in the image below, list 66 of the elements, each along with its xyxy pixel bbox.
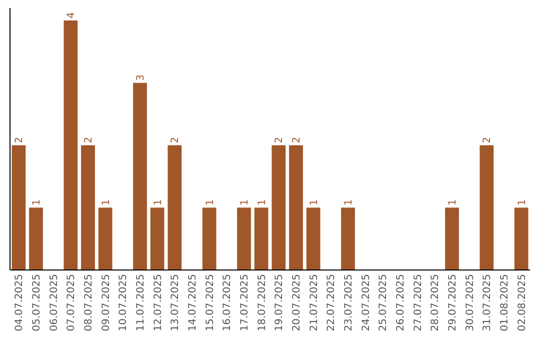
bar <box>29 208 43 270</box>
x-tick-label: 22.07.2025 <box>326 274 338 332</box>
x-tick-label: 12.07.2025 <box>152 274 164 332</box>
x-tick-label: 29.07.2025 <box>448 274 458 332</box>
data-label: 1 <box>448 199 458 206</box>
data-label: 1 <box>152 199 164 206</box>
x-tick-label: 17.07.2025 <box>240 274 250 332</box>
bar <box>98 208 112 270</box>
data-label: 1 <box>100 199 112 206</box>
x-tick-label: 23.07.2025 <box>344 274 354 332</box>
bar <box>306 208 320 270</box>
data-label: 2 <box>292 136 302 144</box>
data-label: 1 <box>516 199 528 206</box>
x-tick-label: 25.07.2025 <box>378 274 390 332</box>
data-label: 2 <box>482 136 494 144</box>
x-tick-label: 01.08.2025 <box>500 274 510 332</box>
x-tick-label: 07.07.2025 <box>66 274 78 332</box>
x-tick-label: 18.07.2025 <box>256 274 268 332</box>
x-tick-label: 16.07.2025 <box>222 274 234 332</box>
x-tick-label: 27.07.2025 <box>412 274 424 332</box>
x-tick-label: 04.07.2025 <box>14 274 26 332</box>
bar <box>168 145 182 270</box>
data-label: 1 <box>308 199 320 206</box>
data-label: 2 <box>274 136 286 144</box>
data-label: 2 <box>14 136 26 144</box>
data-label: 1 <box>240 199 250 206</box>
x-tick-label: 19.07.2025 <box>274 274 286 332</box>
data-label: 1 <box>344 199 354 206</box>
data-label: 1 <box>256 199 268 206</box>
bar <box>254 208 268 270</box>
x-tick-label: 10.07.2025 <box>118 274 130 332</box>
x-tick-label: 21.07.2025 <box>308 274 320 332</box>
bar <box>272 145 286 270</box>
x-tick-label: 30.07.2025 <box>464 274 476 332</box>
x-tick-label: 13.07.2025 <box>170 274 182 332</box>
x-tick-label: 14.07.2025 <box>188 274 198 332</box>
bar <box>289 145 303 270</box>
bar <box>514 208 528 270</box>
x-tick-label: 15.07.2025 <box>204 274 216 332</box>
data-label: 3 <box>136 74 146 81</box>
x-tick-label: 28.07.2025 <box>430 274 442 332</box>
bar <box>12 145 26 270</box>
x-tick-label: 20.07.2025 <box>292 274 302 332</box>
bar <box>237 208 251 270</box>
bar <box>445 208 459 270</box>
x-tick-label: 02.08.2025 <box>516 274 528 332</box>
data-label: 2 <box>84 136 94 144</box>
bar <box>133 82 147 270</box>
bar <box>202 208 216 270</box>
bar <box>341 208 355 270</box>
x-tick-label: 31.07.2025 <box>482 274 494 332</box>
data-label: 1 <box>32 199 42 206</box>
data-label: 2 <box>170 136 182 144</box>
bar <box>81 145 95 270</box>
x-tick-label: 24.07.2025 <box>360 274 372 332</box>
x-tick-label: 26.07.2025 <box>396 274 406 332</box>
x-tick-label: 08.07.2025 <box>84 274 94 332</box>
data-label: 4 <box>66 12 78 18</box>
bar <box>480 145 494 270</box>
x-tick-label: 09.07.2025 <box>100 274 112 332</box>
bar <box>150 208 164 270</box>
data-label: 1 <box>204 199 216 206</box>
x-tick-label: 06.07.2025 <box>48 274 60 332</box>
x-tick-label: 11.07.2025 <box>136 274 146 332</box>
x-tick-label: 05.07.2025 <box>32 274 42 332</box>
bar <box>64 20 78 270</box>
